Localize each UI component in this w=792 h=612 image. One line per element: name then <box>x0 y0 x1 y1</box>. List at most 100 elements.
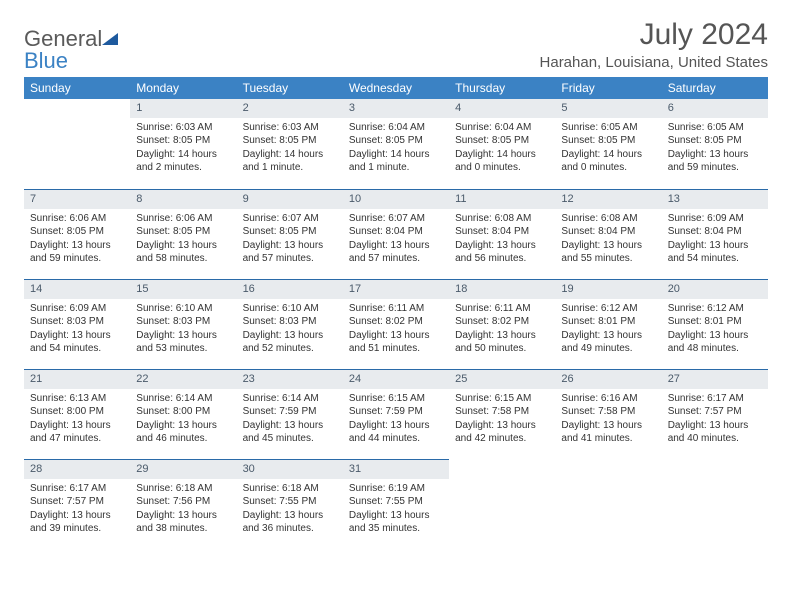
brand-part2: Blue <box>24 48 68 74</box>
day-number: 7 <box>24 189 130 209</box>
sunrise-line: Sunrise: 6:12 AM <box>668 303 744 314</box>
day-content: Sunrise: 6:07 AMSunset: 8:05 PMDaylight:… <box>237 209 343 270</box>
calendar-row: 14Sunrise: 6:09 AMSunset: 8:03 PMDayligh… <box>24 279 768 369</box>
daylight-line: Daylight: 13 hours and 46 minutes. <box>136 420 217 445</box>
calendar-cell: 26Sunrise: 6:16 AMSunset: 7:58 PMDayligh… <box>555 369 661 459</box>
day-content: Sunrise: 6:18 AM Sunset: 7:55 PM Daylight:… <box>237 479 343 540</box>
sunset-line: Sunset: 7:57 PM <box>30 496 104 507</box>
daylight-line: Daylight: 13 hours and 36 minutes. <box>243 510 324 535</box>
calendar-cell <box>555 459 661 549</box>
day-content: Sunrise: 6:17 AMSunset: 7:57 PMDaylight:… <box>24 479 130 540</box>
calendar-cell: 18Sunrise: 6:11 AMSunset: 8:02 PMDayligh… <box>449 279 555 369</box>
sunrise-line: Sunrise: 6:08 AM <box>455 213 531 224</box>
daylight-line: Daylight: 14 hours and 0 minutes. <box>455 149 536 174</box>
daylight-line: Daylight: 13 hours and 49 minutes. <box>561 330 642 355</box>
daylight-line: Daylight: 13 hours and 59 minutes. <box>30 240 111 265</box>
calendar-cell: 1Sunrise: 6:03 AMSunset: 8:05 PMDaylight… <box>130 99 236 189</box>
daylight-line: Daylight: 13 hours and 54 minutes. <box>668 240 749 265</box>
sunset-line: Sunset: 7:55 PM <box>243 496 317 507</box>
sunset-line: Sunset: 8:03 PM <box>243 316 317 327</box>
daylight-line: Daylight: 13 hours and 45 minutes. <box>243 420 324 445</box>
daylight-line: Daylight: 13 hours and 44 minutes. <box>349 420 430 445</box>
sunset-line: Sunset: 7:59 PM <box>243 406 317 417</box>
calendar-table: SundayMondayTuesdayWednesdayThursdayFrid… <box>24 77 768 549</box>
sunrise-line: Sunrise: 6:13 AM <box>30 393 106 404</box>
day-number: 25 <box>449 369 555 389</box>
calendar-cell: 16Sunrise: 6:10 AMSunset: 8:03 PMDayligh… <box>237 279 343 369</box>
daylight-line: Daylight: 13 hours and 39 minutes. <box>30 510 111 535</box>
sunset-line: Sunset: 8:04 PM <box>561 226 635 237</box>
calendar-cell: 14Sunrise: 6:09 AMSunset: 8:03 PMDayligh… <box>24 279 130 369</box>
calendar-cell: 5Sunrise: 6:05 AMSunset: 8:05 PMDaylight… <box>555 99 661 189</box>
calendar-cell: 8Sunrise: 6:06 AMSunset: 8:05 PMDaylight… <box>130 189 236 279</box>
daylight-line: Daylight: 13 hours and 54 minutes. <box>30 330 111 355</box>
day-number: 3 <box>343 99 449 118</box>
sunset-line: Sunset: 8:05 PM <box>349 135 423 146</box>
day-content: Sunrise: 6:11 AMSunset: 8:02 PMDaylight:… <box>343 299 449 360</box>
day-content: Sunrise: 6:08 AMSunset: 8:04 PMDaylight:… <box>555 209 661 270</box>
day-content: Sunrise: 6:16 AMSunset: 7:58 PMDaylight:… <box>555 389 661 450</box>
sunrise-line: Sunrise: 6:14 AM <box>243 393 319 404</box>
sunset-line: Sunset: 8:01 PM <box>668 316 742 327</box>
day-number: 27 <box>662 369 768 389</box>
sunrise-line: Sunrise: 6:18 AM <box>136 483 212 494</box>
day-number: 22 <box>130 369 236 389</box>
sunset-line: Sunset: 8:05 PM <box>136 135 210 146</box>
sunrise-line: Sunrise: 6:06 AM <box>136 213 212 224</box>
sunrise-line: Sunrise: 6:10 AM <box>136 303 212 314</box>
sunrise-line: Sunrise: 6:18 AM <box>243 483 319 494</box>
sunset-line: Sunset: 8:00 PM <box>30 406 104 417</box>
day-content: Sunrise: 6:05 AMSunset: 8:05 PMDaylight:… <box>662 118 768 179</box>
calendar-cell: 27Sunrise: 6:17 AMSunset: 7:57 PMDayligh… <box>662 369 768 459</box>
day-number: 28 <box>24 459 130 479</box>
day-content: Sunrise: 6:19 AMSunset: 7:55 PMDaylight:… <box>343 479 449 540</box>
daylight-line: Daylight: 14 hours and 2 minutes. <box>136 149 217 174</box>
calendar-cell <box>449 459 555 549</box>
daylight-line: Daylight: 13 hours and 56 minutes. <box>455 240 536 265</box>
sunrise-line: Sunrise: 6:19 AM <box>349 483 425 494</box>
daylight-line: Daylight: 13 hours and 53 minutes. <box>136 330 217 355</box>
day-content: Sunrise: 6:18 AMSunset: 7:56 PMDaylight:… <box>130 479 236 540</box>
calendar-cell: 31Sunrise: 6:19 AMSunset: 7:55 PMDayligh… <box>343 459 449 549</box>
calendar-cell: 11 Sunrise: 6:08 AM Sunset: 8:04 PM Dayligh… <box>449 189 555 279</box>
calendar-cell: 2Sunrise: 6:03 AMSunset: 8:05 PMDaylight… <box>237 99 343 189</box>
sunrise-line: Sunrise: 6:15 AM <box>455 393 531 404</box>
daylight-line: Daylight: 14 hours and 1 minute. <box>349 149 430 174</box>
day-number: 11 <box>449 189 555 209</box>
day-content: Sunrise: 6:07 AMSunset: 8:04 PMDaylight:… <box>343 209 449 270</box>
day-content: Sunrise: 6:10 AMSunset: 8:03 PMDaylight:… <box>237 299 343 360</box>
day-content: Sunrise: 6:12 AMSunset: 8:01 PMDaylight:… <box>555 299 661 360</box>
day-content: Sunrise: 6:15 AMSunset: 7:58 PMDaylight:… <box>449 389 555 450</box>
calendar-cell: 7Sunrise: 6:06 AMSunset: 8:05 PMDaylight… <box>24 189 130 279</box>
day-content: Sunrise: 6:03 AMSunset: 8:05 PMDaylight:… <box>237 118 343 179</box>
sunrise-line: Sunrise: 6:03 AM <box>136 122 212 133</box>
calendar-cell: 13Sunrise: 6:09 AMSunset: 8:04 PMDayligh… <box>662 189 768 279</box>
sunset-line: Sunset: 7:55 PM <box>349 496 423 507</box>
calendar-cell: 10Sunrise: 6:07 AMSunset: 8:04 PMDayligh… <box>343 189 449 279</box>
sunrise-line: Sunrise: 6:07 AM <box>243 213 319 224</box>
calendar-row: 7Sunrise: 6:06 AMSunset: 8:05 PMDaylight… <box>24 189 768 279</box>
daylight-line: Daylight: 13 hours and 47 minutes. <box>30 420 111 445</box>
sunset-line: Sunset: 8:03 PM <box>30 316 104 327</box>
day-number: 12 <box>555 189 661 209</box>
day-content: Sunrise: 6:03 AM Sunset: 8:05 PM Daylight:… <box>130 118 236 179</box>
calendar-cell: 9Sunrise: 6:07 AMSunset: 8:05 PMDaylight… <box>237 189 343 279</box>
sunset-line: Sunset: 7:57 PM <box>668 406 742 417</box>
sunset-line: Sunset: 8:05 PM <box>561 135 635 146</box>
day-content: Sunrise: 6:14 AMSunset: 8:00 PMDaylight:… <box>130 389 236 450</box>
calendar-cell: 21Sunrise: 6:13 AMSunset: 8:00 PMDayligh… <box>24 369 130 459</box>
daylight-line: Daylight: 13 hours and 51 minutes. <box>349 330 430 355</box>
sunrise-line: Sunrise: 6:04 AM <box>455 122 531 133</box>
calendar-cell: 24Sunrise: 6:15 AMSunset: 7:59 PMDayligh… <box>343 369 449 459</box>
title-block: July 2024 Harahan, Louisiana, United Sta… <box>540 18 768 71</box>
day-number: 4 <box>449 99 555 118</box>
location-text: Harahan, Louisiana, United States <box>540 54 768 71</box>
weekday-header: Tuesday <box>237 77 343 99</box>
sunset-line: Sunset: 8:04 PM <box>455 226 529 237</box>
daylight-line: Daylight: 13 hours and 55 minutes. <box>561 240 642 265</box>
calendar-row: 28Sunrise: 6:17 AMSunset: 7:57 PMDayligh… <box>24 459 768 549</box>
daylight-line: Daylight: 13 hours and 57 minutes. <box>349 240 430 265</box>
calendar-cell <box>24 99 130 189</box>
day-number: 26 <box>555 369 661 389</box>
day-number: 18 <box>449 279 555 299</box>
